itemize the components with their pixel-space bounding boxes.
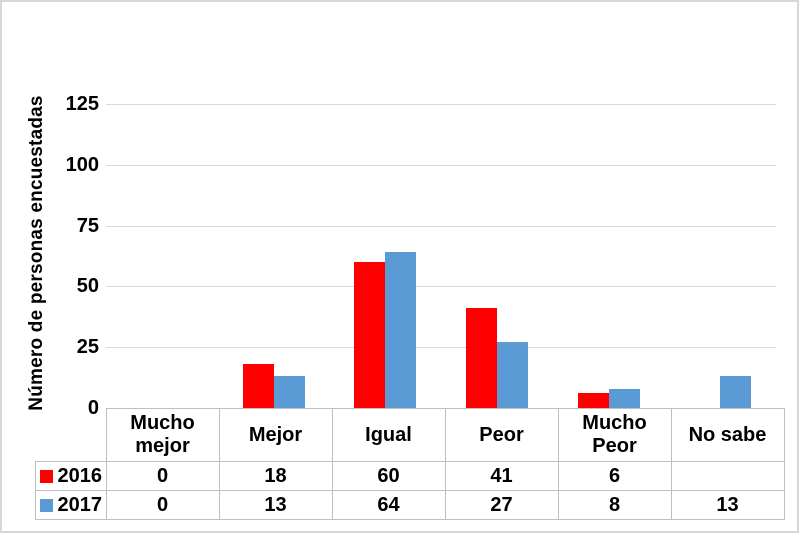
legend-key-2016-icon bbox=[39, 469, 53, 483]
value-cell-2017-igual: 64 bbox=[331, 490, 446, 520]
y-axis-title: Número de personas encuestadas bbox=[26, 95, 47, 411]
value-cell-2017-peor: 27 bbox=[444, 490, 559, 520]
bar-2017-igual bbox=[385, 252, 416, 408]
data-table-row-2017: 2017 0 13 64 27 8 13 bbox=[35, 490, 785, 520]
legend-cell-2017: 2017 bbox=[35, 490, 107, 520]
value-cell-2016-mucho-peor: 6 bbox=[557, 461, 672, 491]
y-tick-label-50: 50 bbox=[76, 275, 99, 297]
bar-2017-mucho-peor bbox=[609, 389, 640, 408]
data-table: Mucho mejor Mejor Igual Peor Mucho Peor No sa… bbox=[35, 408, 785, 520]
category-header-igual: Igual bbox=[331, 408, 446, 462]
y-tick-label-25: 25 bbox=[76, 336, 99, 358]
bar-2017-no-sabe bbox=[720, 376, 751, 408]
value-cell-2017-no-sabe: 13 bbox=[670, 490, 785, 520]
category-header-mucho-peor: Mucho Peor bbox=[557, 408, 672, 462]
value-cell-2017-mucho-mejor: 0 bbox=[105, 490, 220, 520]
value-cell-2017-mejor: 13 bbox=[218, 490, 333, 520]
gridline-100 bbox=[106, 165, 776, 166]
bar-2016-mejor bbox=[243, 364, 274, 408]
y-tick-label-125: 125 bbox=[65, 93, 99, 115]
category-header-mejor: Mejor bbox=[218, 408, 333, 462]
data-table-row-2016: 2016 0 18 60 41 6 bbox=[35, 461, 785, 491]
category-header-mucho-mejor: Mucho mejor bbox=[105, 408, 220, 462]
value-cell-2016-mejor: 18 bbox=[218, 461, 333, 491]
legend-key-2017-icon bbox=[39, 498, 53, 512]
bar-2017-mejor bbox=[274, 376, 305, 408]
data-table-corner-cell bbox=[35, 408, 107, 462]
gridline-75 bbox=[106, 226, 776, 227]
value-cell-2016-igual: 60 bbox=[331, 461, 446, 491]
series-label-2016: 2016 bbox=[57, 464, 103, 487]
bar-2017-peor bbox=[497, 342, 528, 408]
bar-2016-mucho-peor bbox=[578, 393, 609, 408]
series-label-2017: 2017 bbox=[57, 493, 103, 516]
y-tick-label-75: 75 bbox=[76, 215, 99, 237]
legend-cell-2016: 2016 bbox=[35, 461, 107, 491]
gridline-125 bbox=[106, 104, 776, 105]
value-cell-2017-mucho-peor: 8 bbox=[557, 490, 672, 520]
category-header-no-sabe: No sabe bbox=[670, 408, 785, 462]
bar-2016-peor bbox=[466, 308, 497, 408]
bar-2016-igual bbox=[354, 262, 385, 408]
value-cell-2016-mucho-mejor: 0 bbox=[105, 461, 220, 491]
category-header-peor: Peor bbox=[444, 408, 559, 462]
value-cell-2016-no-sabe bbox=[670, 461, 785, 491]
gridline-50 bbox=[106, 286, 776, 287]
y-tick-label-0: 0 bbox=[87, 397, 99, 419]
value-cell-2016-peor: 41 bbox=[444, 461, 559, 491]
gridline-25 bbox=[106, 347, 776, 348]
y-tick-label-100: 100 bbox=[65, 154, 99, 176]
